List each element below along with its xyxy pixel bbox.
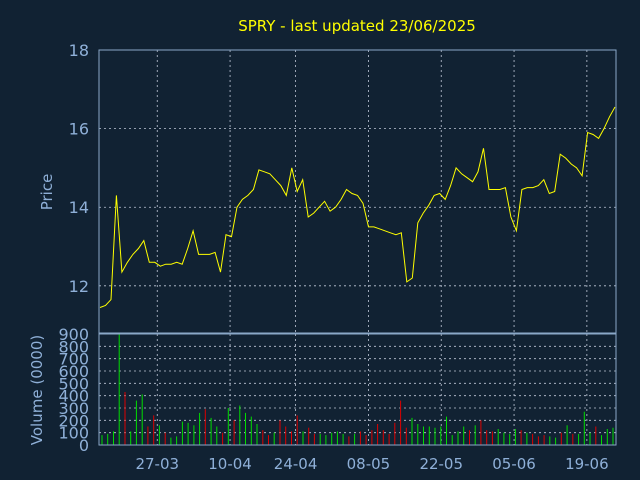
x-tick-label: 27-03: [135, 455, 179, 473]
price-y-tick-labels: 12 14 16 18: [69, 41, 89, 296]
x-tick-labels: 27-03 10-04 24-04 08-05 22-05 05-06 19-06: [135, 455, 608, 473]
price-y-tick-label: 12: [69, 277, 89, 296]
volume-grid: [99, 333, 616, 446]
volume-y-tick-label: 300: [58, 399, 89, 418]
volume-y-tick-label: 700: [58, 350, 89, 369]
volume-y-tick-label: 0: [79, 436, 89, 455]
price-y-tick-label: 14: [69, 198, 89, 217]
volume-axis-label: Volume (0000): [28, 335, 46, 445]
price-panel-frame: [98, 49, 617, 334]
x-tick-label: 24-04: [274, 455, 318, 473]
volume-y-tick-label: 500: [58, 374, 89, 393]
x-tick-label: 22-05: [419, 455, 463, 473]
volume-y-tick-label: 900: [58, 325, 89, 344]
volume-y-tick-label: 600: [58, 362, 89, 381]
x-tick-label: 19-06: [565, 455, 609, 473]
volume-y-tick-label: 100: [58, 424, 89, 443]
chart-title: SPRY - last updated 23/06/2025: [238, 17, 476, 35]
x-tick-label: 10-04: [208, 455, 252, 473]
x-tick-label: 08-05: [347, 455, 391, 473]
price-line: [99, 106, 616, 308]
volume-bars: [101, 334, 614, 445]
price-axis-label: Price: [38, 174, 56, 211]
volume-y-tick-label: 400: [58, 387, 89, 406]
price-y-tick-label: 16: [69, 120, 89, 139]
x-tick-label: 05-06: [492, 455, 536, 473]
volume-y-tick-label: 800: [58, 337, 89, 356]
price-y-tick-label: 18: [69, 41, 89, 60]
volume-panel-frame: [98, 333, 617, 446]
volume-y-tick-label: 200: [58, 411, 89, 430]
